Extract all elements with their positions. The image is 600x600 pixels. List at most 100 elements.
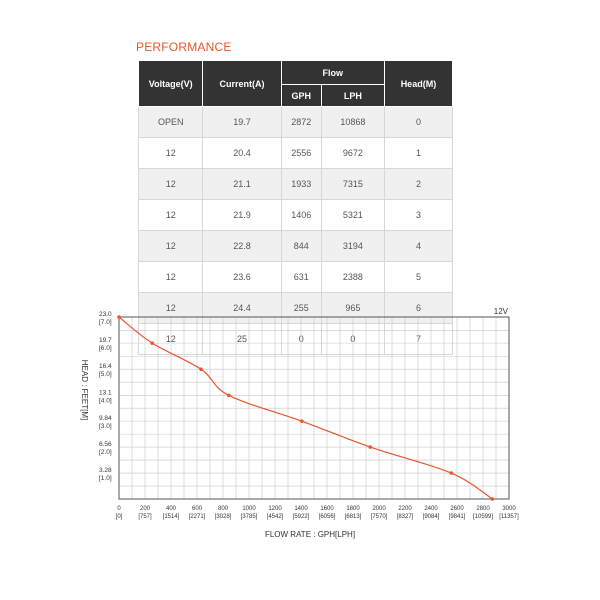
y-tick-label-m: [2.0] — [99, 449, 112, 456]
x-tick-label: 2200 — [398, 506, 412, 512]
x-tick-label: 2800 — [476, 506, 490, 512]
table-row: 12 21.1 1933 7315 2 — [137, 168, 454, 200]
table-row: 12 21.9 1406 5321 3 — [137, 199, 454, 231]
y-tick-label-m: [5.0] — [99, 371, 112, 378]
table-row: 12 23.6 631 2388 5 — [137, 261, 454, 293]
cell-gph: 1933 — [280, 168, 322, 200]
header-head: Head(M) — [383, 60, 454, 107]
cell-lph: 3194 — [320, 230, 385, 262]
series-line-12v — [118, 316, 493, 500]
cell-lph: 9672 — [320, 137, 385, 169]
x-tick-label-lph: [757] — [138, 514, 152, 520]
x-tick-label-lph: [4542] — [267, 514, 284, 520]
y-tick-label: 16.4 — [99, 363, 112, 370]
cell-gph: 2872 — [280, 106, 322, 138]
y-tick-label: 19.7 — [99, 337, 112, 344]
performance-chart: 0 [0] 200 [757] 400 [1514] 600 [2271] 800 [3028] 1… — [80, 307, 519, 539]
data-point — [368, 445, 373, 449]
header-voltage: Voltage(V) — [137, 60, 204, 107]
x-tick-label-lph: [9841] — [449, 514, 466, 520]
cell-current: 23.6 — [202, 261, 282, 293]
cell-gph: 1406 — [280, 199, 322, 231]
x-tick-label-lph: [1514] — [163, 514, 180, 520]
x-tick-label: 2600 — [450, 506, 464, 512]
cell-current: 22.8 — [202, 230, 282, 262]
data-point — [490, 497, 495, 501]
table-row: 12 22.8 844 3194 4 — [137, 230, 454, 262]
cell-voltage: 12 — [137, 168, 204, 200]
table-row: 12 24.4 255 965 6 — [137, 292, 454, 324]
cell-gph: 631 — [280, 261, 322, 293]
x-tick-label: 0 — [117, 506, 121, 512]
x-tick-label: 800 — [218, 506, 229, 512]
cell-head: 7 — [383, 323, 454, 355]
y-axis-ticks: 23.0[7.0] 19.7[6.0] 16.4[5.0] 13.1[4.0] 9.84… — [99, 311, 112, 482]
cell-head: 0 — [383, 106, 454, 138]
cell-voltage: OPEN — [137, 106, 204, 138]
y-tick-label: 6.56 — [99, 441, 112, 448]
cell-current: 20.4 — [202, 137, 282, 169]
cell-head: 5 — [383, 261, 454, 293]
cell-current: 24.4 — [202, 292, 282, 324]
cell-head: 3 — [383, 199, 454, 231]
cell-lph: 5321 — [320, 199, 385, 231]
y-axis-label: HEAD : FEET[M] — [80, 360, 89, 420]
cell-voltage: 12 — [137, 230, 204, 262]
cell-lph: 2388 — [320, 261, 385, 293]
x-tick-label-lph: [0] — [116, 514, 123, 520]
y-tick-label: 9.84 — [99, 415, 112, 422]
table-row: OPEN 19.7 2872 10868 0 — [137, 106, 454, 138]
cell-current: 25 — [202, 323, 282, 355]
y-tick-label: 3.28 — [99, 467, 112, 474]
cell-gph: 2556 — [280, 137, 322, 169]
x-tick-label: 1000 — [242, 506, 256, 512]
series-points — [117, 315, 495, 501]
cell-current: 21.1 — [202, 168, 282, 200]
table-row: 12 20.4 2556 9672 1 — [137, 137, 454, 169]
cell-lph: 7315 — [320, 168, 385, 200]
y-tick-label-m: [6.0] — [99, 345, 112, 352]
cell-lph: 10868 — [320, 106, 385, 138]
header-lph: LPH — [320, 84, 385, 107]
y-tick-label-m: [1.0] — [99, 475, 112, 482]
x-tick-label: 1200 — [268, 506, 282, 512]
cell-head: 2 — [383, 168, 454, 200]
x-tick-label-lph: [6813] — [345, 514, 362, 520]
y-tick-label-m: [7.0] — [99, 319, 112, 326]
data-point — [117, 315, 121, 319]
x-tick-label: 400 — [166, 506, 177, 512]
cell-voltage: 12 — [137, 137, 204, 169]
x-tick-label-lph: [11357] — [499, 514, 519, 520]
x-tick-label: 2000 — [372, 506, 386, 512]
header-flow: Flow — [280, 60, 385, 85]
y-tick-label-m: [3.0] — [99, 423, 112, 430]
x-tick-label-lph: [3785] — [241, 514, 258, 520]
x-tick-label-lph: [6056] — [319, 514, 336, 520]
x-tick-label-lph: [9084] — [423, 514, 440, 520]
x-tick-label: 3000 — [502, 506, 516, 512]
chart-plot-frame — [118, 316, 510, 500]
page-title: PERFORMANCE — [136, 40, 232, 54]
cell-voltage: 12 — [137, 261, 204, 293]
x-tick-label: 1800 — [346, 506, 360, 512]
cell-current: 19.7 — [202, 106, 282, 138]
x-tick-label: 2400 — [424, 506, 438, 512]
y-tick-label: 13.1 — [99, 389, 112, 396]
y-tick-label: 23.0 — [99, 311, 112, 318]
x-tick-label: 1400 — [294, 506, 308, 512]
y-tick-label-m: [4.0] — [99, 397, 112, 404]
x-tick-label: 200 — [140, 506, 151, 512]
x-tick-label-lph: [2271] — [189, 514, 206, 520]
x-tick-label: 1600 — [320, 506, 334, 512]
x-tick-label-lph: [7570] — [371, 514, 388, 520]
data-point — [449, 471, 454, 475]
data-point — [226, 393, 231, 398]
data-point — [199, 367, 203, 372]
cell-head: 6 — [383, 292, 454, 324]
chart-grid — [119, 317, 509, 499]
cell-head: 1 — [383, 137, 454, 169]
x-tick-label-lph: [10599] — [473, 514, 493, 520]
cell-head: 4 — [383, 230, 454, 262]
series-label: 12V — [494, 307, 509, 316]
cell-gph: 844 — [280, 230, 322, 262]
